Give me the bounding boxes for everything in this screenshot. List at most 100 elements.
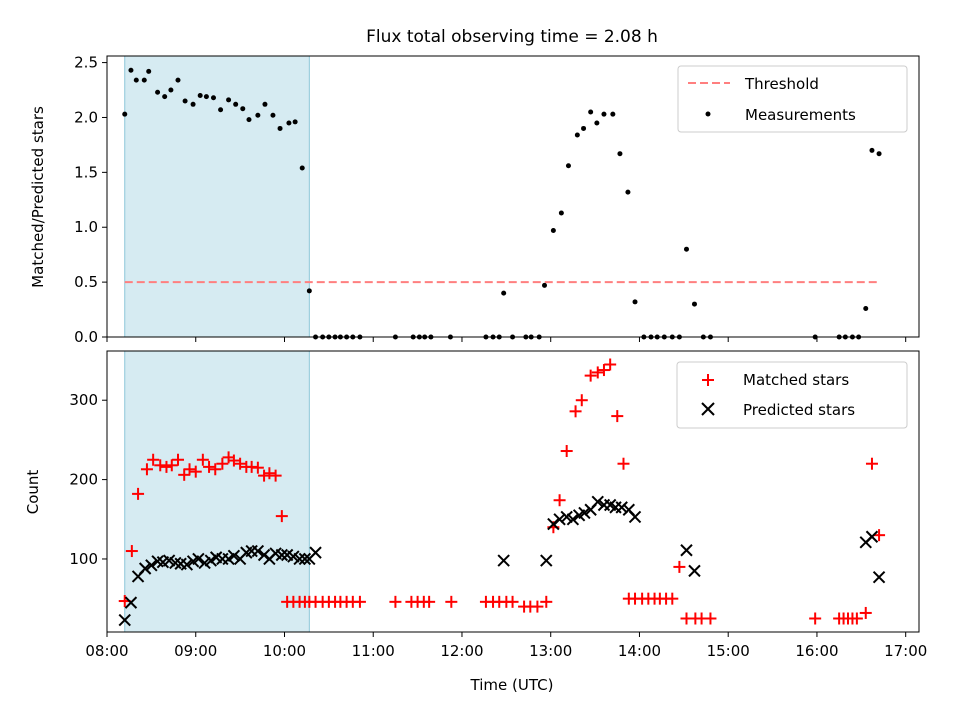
- measurements-point: [617, 151, 623, 157]
- measurements-point: [133, 77, 139, 83]
- x-tick-label: 09:00: [174, 642, 217, 660]
- matched-stars-point: [196, 453, 209, 466]
- matched-stars-point: [673, 560, 686, 573]
- predicted-stars-point: [591, 495, 604, 509]
- measurements-point: [155, 89, 161, 95]
- ratio-plot-frame: [106, 55, 920, 338]
- predicted-stars-point: [615, 501, 628, 514]
- predicted-stars-point: [865, 530, 879, 543]
- predicted-stars-point: [578, 506, 591, 520]
- measurements-point: [226, 97, 232, 103]
- matched-stars-point: [584, 369, 597, 382]
- count-plot-frame: [106, 350, 920, 633]
- matched-stars-point: [850, 612, 863, 625]
- matched-stars-point: [258, 469, 271, 482]
- measurements-point: [190, 101, 196, 107]
- matched-stars-point: [154, 459, 167, 472]
- y-tick-label: 200: [69, 471, 98, 489]
- matched-stars-point: [234, 457, 247, 470]
- legend-predicted-label: Predicted stars: [743, 401, 855, 419]
- matched-stars-point: [216, 457, 229, 470]
- y-tick-label: 0.0: [74, 328, 98, 346]
- matched-stars-point: [531, 600, 544, 613]
- measurements-point: [218, 107, 224, 113]
- count-legend: Matched stars Predicted stars: [676, 361, 908, 429]
- x-tick-label: 11:00: [352, 642, 395, 660]
- matched-stars-point: [353, 595, 366, 608]
- legend-predicted-swatch: [701, 402, 715, 416]
- measurements-point: [588, 109, 594, 115]
- matched-stars-point: [540, 595, 553, 608]
- matched-stars-point: [553, 494, 566, 507]
- matched-stars-point: [569, 405, 582, 418]
- matched-stars-point: [189, 465, 202, 478]
- x-tick-label: 13:00: [529, 642, 572, 660]
- measurements-point: [175, 77, 181, 83]
- predicted-stars-point: [251, 544, 265, 558]
- count-legend-box: [676, 361, 908, 429]
- measurements-point: [197, 93, 203, 99]
- measurements-point: [625, 189, 631, 195]
- predicted-stars-point: [227, 549, 241, 563]
- measurements-point: [581, 125, 587, 131]
- matched-stars-point: [575, 394, 588, 407]
- matched-stars-point: [209, 463, 222, 476]
- matched-stars-point: [171, 453, 184, 466]
- measurements-point: [203, 94, 209, 100]
- measurements-point: [255, 112, 261, 118]
- measurements-point: [594, 120, 600, 126]
- matched-stars-point: [275, 510, 288, 523]
- measurements-point: [277, 125, 283, 131]
- matched-stars-point: [125, 545, 138, 558]
- matched-stars-point: [666, 592, 679, 605]
- measurements-point: [182, 98, 188, 104]
- measurements-point: [610, 111, 616, 117]
- measurements-point: [683, 246, 689, 252]
- matched-stars-point: [597, 364, 610, 377]
- ratio-legend: Threshold Measurements: [677, 65, 908, 133]
- matched-stars-point: [203, 460, 216, 473]
- legend-matched-swatch: [702, 374, 714, 386]
- matched-stars-point: [227, 454, 240, 467]
- measurements-point: [565, 163, 571, 169]
- predicted-stars-point: [275, 548, 289, 562]
- matched-stars-point: [160, 460, 173, 473]
- count-panel: 08:00 09:00 10:00 11:00 12:00 13:00 14:00 15:00…: [24, 350, 927, 694]
- x-tick-label: 08:00: [85, 642, 128, 660]
- matched-stars-point: [251, 461, 264, 474]
- ratio-legend-box: [677, 65, 908, 133]
- predicted-stars-point: [547, 517, 560, 531]
- matched-stars-point: [178, 468, 191, 481]
- matched-stars-point: [165, 459, 178, 472]
- measurements-point: [240, 106, 246, 112]
- predicted-stars-point: [309, 546, 322, 559]
- predicted-stars-point: [872, 571, 886, 584]
- measurements-point: [286, 120, 292, 126]
- matched-stars-point: [269, 469, 282, 482]
- measurements-point: [262, 101, 268, 107]
- matched-stars-point: [423, 595, 436, 608]
- measurements-point: [168, 87, 174, 93]
- count-axis-ticks: 08:00 09:00 10:00 11:00 12:00 13:00 14:00 15:00…: [69, 391, 927, 660]
- legend-matched-label: Matched stars: [743, 371, 849, 389]
- matched-stars-point: [591, 366, 604, 379]
- measurements-point: [233, 101, 239, 107]
- predicted-stars-point: [688, 564, 701, 578]
- matched-stars-point: [865, 457, 878, 470]
- predicted-stars-point: [180, 558, 194, 571]
- x-tick-label: 15:00: [707, 642, 750, 660]
- x-axis-label: Time (UTC): [470, 676, 554, 694]
- star-count-points: [118, 358, 886, 627]
- measurements-point: [270, 112, 276, 118]
- predicted-stars-point: [118, 613, 131, 627]
- matched-stars-point: [704, 612, 717, 625]
- measurements-point: [246, 117, 252, 123]
- y-tick-label: 2.0: [74, 108, 98, 126]
- matched-stars-point: [132, 487, 145, 500]
- matched-stars-point: [604, 358, 617, 371]
- measurements-point: [210, 95, 216, 101]
- matched-stars-point: [183, 463, 196, 476]
- predicted-stars-point: [145, 559, 158, 572]
- matched-stars-point: [611, 410, 624, 423]
